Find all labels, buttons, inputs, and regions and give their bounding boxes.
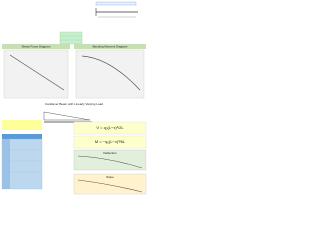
table-header [2, 134, 42, 139]
slope-curve [77, 179, 143, 193]
cell-block [59, 31, 83, 45]
shear-line [9, 54, 65, 91]
chart-area [73, 173, 147, 195]
moment-curve [81, 55, 141, 91]
section-title: Cantilever Beam with Linearly Varying Lo… [45, 102, 103, 106]
chart-title: Deflection [103, 151, 117, 155]
formula: V = q₀(L−x)²/2L [96, 125, 124, 130]
chart-title: Slope [106, 175, 114, 179]
chart-title: Bending Moment Diagram [93, 44, 128, 48]
data-table [1, 120, 43, 190]
formula: M = −q₀(L−x)³/6L [95, 139, 126, 144]
table-col [2, 139, 10, 189]
header-bar [2, 44, 70, 49]
chart-area [75, 49, 145, 99]
sheet: Shear Force Diagram Bending Moment Diagr… [0, 0, 149, 198]
load-strip [95, 1, 137, 6]
header-bar [74, 44, 146, 49]
formula-box [73, 121, 147, 135]
formula-box [73, 135, 147, 149]
beam-sketch [95, 1, 138, 18]
input-cells [2, 120, 42, 130]
page: {"top": {"shear_title": "Shear Force Dia… [0, 0, 149, 198]
deflection-curve [77, 155, 143, 169]
load-triangle [43, 111, 91, 121]
input-cells [59, 31, 83, 45]
chart-title: Shear Force Diagram [22, 44, 51, 48]
